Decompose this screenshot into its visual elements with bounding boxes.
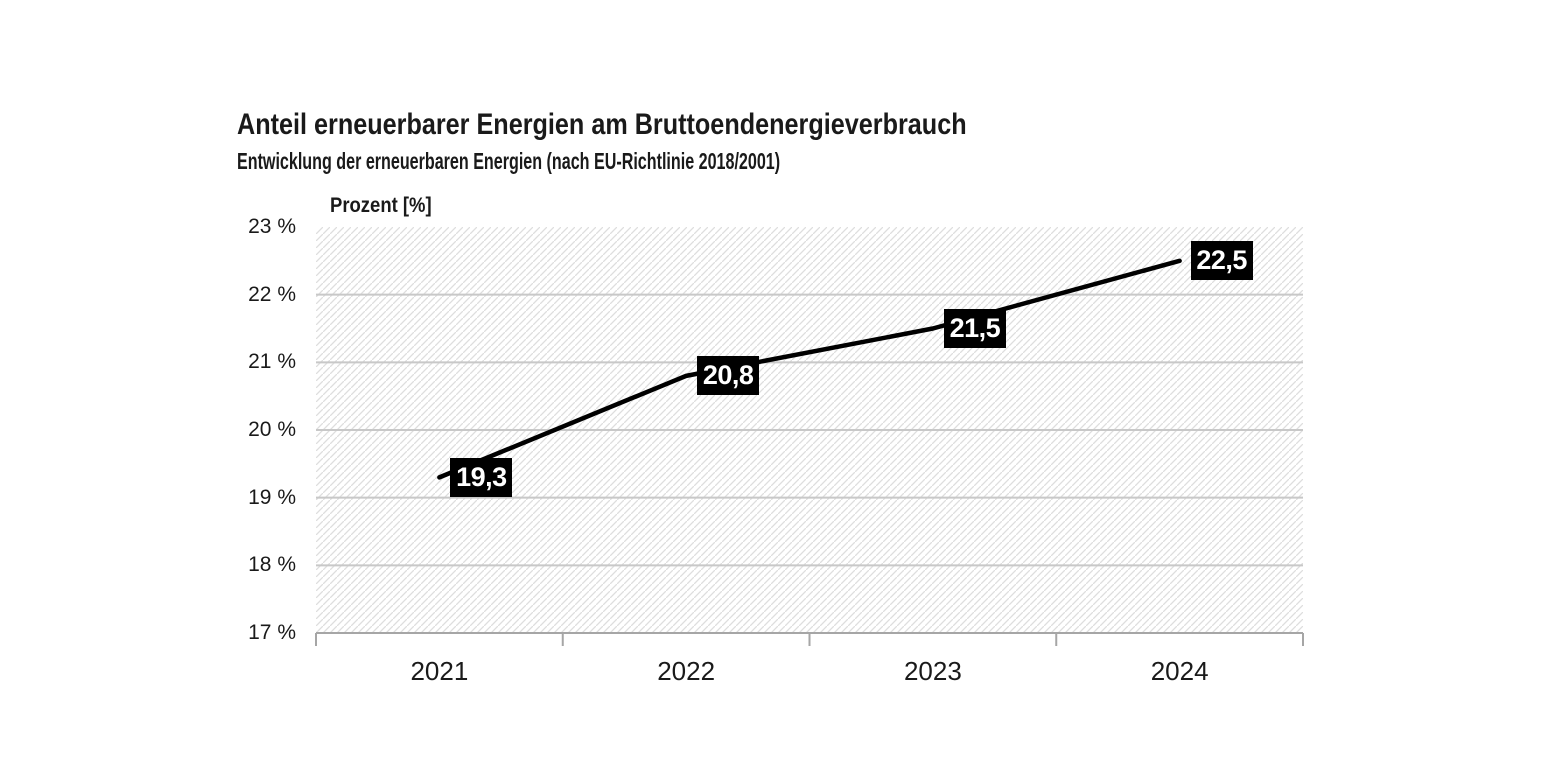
y-axis-unit-text: Prozent [%] (330, 194, 432, 217)
chart-title: Anteil erneuerbarer Energien am Bruttoen… (237, 110, 1106, 140)
y-tick-label: 23 % (248, 215, 296, 238)
y-tick-label: 22 % (248, 282, 296, 306)
y-tick-label: 20 % (248, 418, 296, 441)
plot-area (315, 227, 1304, 646)
series-line (437, 258, 1182, 480)
y-axis-unit-label: Prozent [%] (330, 194, 446, 218)
chart-title-text: Anteil erneuerbarer Energien am Bruttoen… (237, 108, 967, 141)
y-tick-label: 19 % (248, 485, 296, 509)
chart-subtitle-text: Entwicklung der erneuerbaren Energien (n… (237, 148, 781, 174)
y-tick-label: 21 % (248, 350, 296, 374)
x-axis-layer (315, 632, 1304, 646)
x-tick-label: 2024 (1150, 656, 1209, 686)
gridlines-layer (316, 293, 1303, 567)
y-tick-label: 18 % (248, 553, 296, 577)
x-tick-label: 2022 (657, 656, 716, 686)
x-tick-label: 2023 (903, 656, 962, 686)
x-tick-label: 2021 (410, 656, 469, 686)
chart-subtitle: Entwicklung der erneuerbaren Energien (n… (237, 148, 1013, 174)
y-tick-label: 17 % (248, 621, 296, 644)
